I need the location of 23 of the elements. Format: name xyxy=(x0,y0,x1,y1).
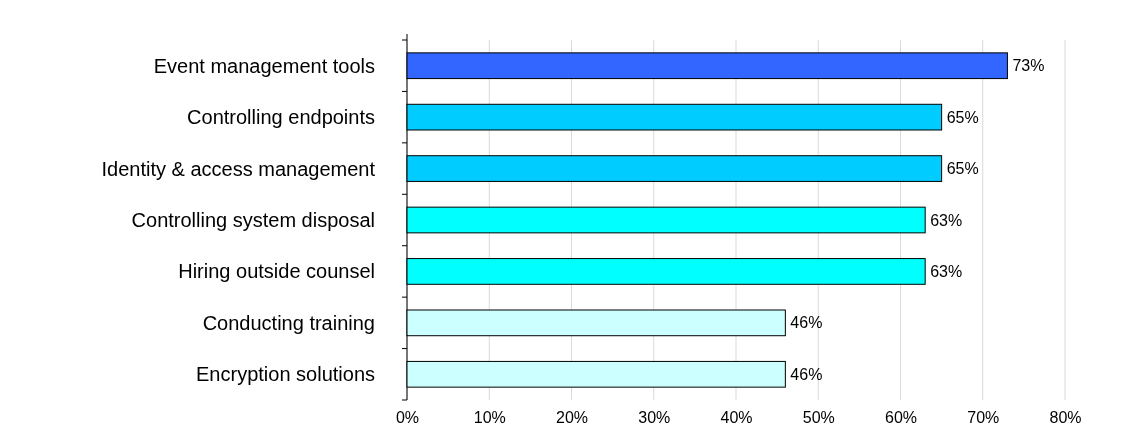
y-tick-label: Event management tools xyxy=(153,54,375,77)
x-tick-label: 20% xyxy=(555,409,589,427)
data-label: 63% xyxy=(930,211,963,229)
data-label: 46% xyxy=(790,314,823,332)
x-tick-label: 30% xyxy=(638,409,671,427)
x-tick-label: 50% xyxy=(802,409,835,427)
y-tick-label: Controlling endpoints xyxy=(187,106,375,129)
y-tick-label: Encryption solutions xyxy=(196,363,375,386)
data-label: 65% xyxy=(946,108,979,126)
y-tick-label: Controlling system disposal xyxy=(131,209,375,231)
x-tick-label: 10% xyxy=(473,409,506,427)
data-label: 65% xyxy=(946,160,979,178)
data-label: 46% xyxy=(790,365,823,383)
y-tick-label: Identity & access management xyxy=(101,157,376,180)
x-tick-label: 40% xyxy=(720,409,753,427)
x-tick-label: 80% xyxy=(1049,409,1082,427)
data-label: 63% xyxy=(930,263,963,281)
x-tick-label: 0% xyxy=(395,409,420,427)
x-tick-label: 60% xyxy=(884,409,918,427)
x-tick-label: 70% xyxy=(967,409,1000,427)
y-tick-label: Hiring outside counsel xyxy=(178,260,375,283)
y-tick-label: Conducting training xyxy=(202,311,375,334)
data-label: 73% xyxy=(1012,57,1045,75)
